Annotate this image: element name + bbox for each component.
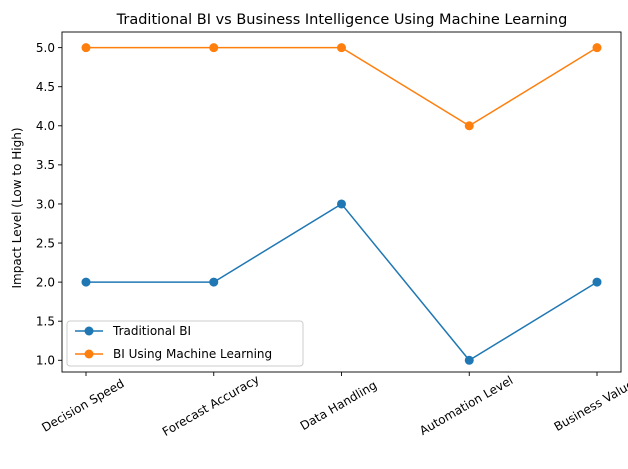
- data-point-bi-using-machine-learning-business-value: [592, 43, 602, 53]
- data-point-traditional-bi-data-handling: [337, 199, 346, 209]
- legend-label-bi-using-ml: BI Using Machine Learning: [113, 347, 272, 361]
- y-tick-label-4: 3.0: [36, 197, 55, 211]
- data-point-bi-using-machine-learning-automation-level: [464, 121, 474, 131]
- y-tick-label-6: 4.0: [36, 119, 55, 133]
- plot-frame: [61, 31, 622, 373]
- legend-box: [66, 320, 304, 367]
- y-tick-label-8: 5.0: [36, 41, 55, 55]
- data-point-traditional-bi-automation-level: [464, 355, 474, 365]
- y-axis-label: Impact Level (Low to High): [10, 127, 24, 288]
- data-point-bi-using-machine-learning-decision-speed: [81, 43, 91, 53]
- data-point-bi-using-machine-learning-forecast-accuracy: [209, 43, 219, 53]
- y-tick-label-1: 1.5: [36, 314, 55, 328]
- legend: Traditional BI BI Using Machine Learning: [66, 320, 304, 367]
- y-tick-label-0: 1.0: [36, 354, 55, 368]
- y-tick-label-3: 2.5: [36, 236, 55, 250]
- y-tick-label-7: 4.5: [36, 80, 55, 94]
- chart-title: Traditional BI vs Business Intelligence …: [116, 12, 568, 28]
- legend-marker-bi-using-ml: [84, 349, 94, 359]
- legend-marker-traditional-bi: [84, 326, 94, 336]
- data-point-traditional-bi-business-value: [592, 277, 602, 287]
- y-tick-label-2: 2.0: [36, 275, 55, 289]
- y-tick-label-5: 3.5: [36, 158, 55, 172]
- data-point-traditional-bi-forecast-accuracy: [209, 277, 219, 287]
- data-point-traditional-bi-decision-speed: [81, 277, 91, 287]
- data-point-bi-using-machine-learning-data-handling: [337, 43, 346, 53]
- legend-label-traditional-bi: Traditional BI: [112, 324, 191, 338]
